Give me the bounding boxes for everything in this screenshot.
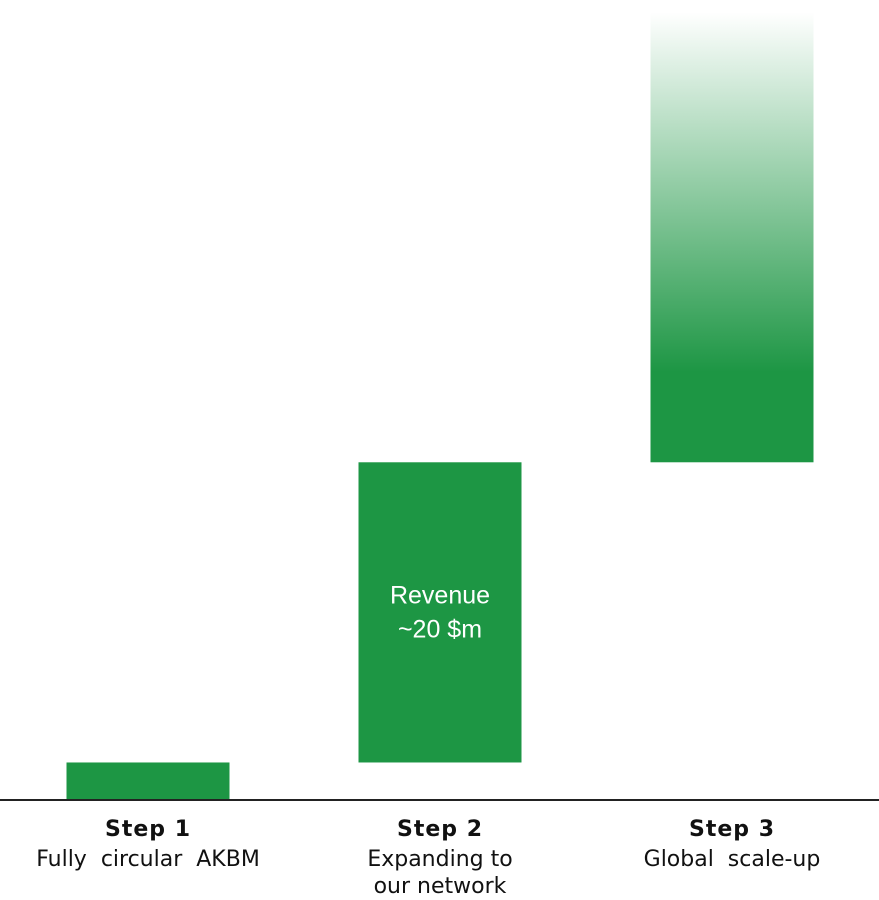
step-description-3: Global scale-up	[644, 847, 821, 872]
step-description-1: Fully circular AKBM	[36, 847, 260, 872]
bar-step-1	[66, 762, 230, 800]
bars-group: Revenue ~20 $m	[66, 12, 814, 800]
step-title-3: Step 3	[689, 817, 775, 842]
bar-data-label: ~20 $m	[398, 615, 482, 643]
bar-data-label: Revenue	[390, 581, 490, 609]
category-labels-group: Step 1 Fully circular AKBM Step 2 Expanding…	[36, 817, 820, 899]
step-description-2: Expanding to	[367, 847, 512, 872]
bar-step-3	[650, 12, 814, 463]
bar-step-2	[358, 462, 522, 763]
step-title-2: Step 2	[397, 817, 483, 842]
step-title-1: Step 1	[105, 817, 191, 842]
step-description-2: our network	[374, 874, 507, 899]
